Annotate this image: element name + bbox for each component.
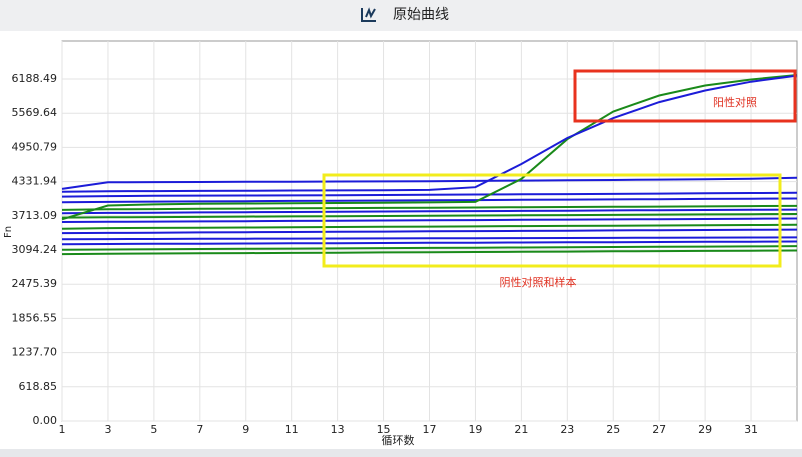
y-tick-label: 3094.24 <box>12 243 58 256</box>
y-tick-label: 3713.09 <box>12 209 58 222</box>
chart-title: 原始曲线 <box>393 7 449 23</box>
y-tick-label: 1856.55 <box>12 311 58 324</box>
x-tick-label: 7 <box>196 423 203 436</box>
x-tick-label: 13 <box>331 423 345 436</box>
x-tick-label: 27 <box>652 423 666 436</box>
series-line <box>61 197 798 204</box>
x-axis-label: 循环数 <box>382 434 415 447</box>
header-bar <box>0 0 802 31</box>
chart-icon <box>361 7 376 22</box>
x-tick-label: 5 <box>150 423 157 436</box>
x-tick-label: 9 <box>242 423 249 436</box>
series-line <box>61 74 798 221</box>
series-line <box>61 208 798 215</box>
x-tick-label: 31 <box>744 423 758 436</box>
series-line <box>61 240 798 246</box>
series-line <box>61 223 798 230</box>
lines <box>61 74 798 256</box>
x-tick-label: 23 <box>560 423 574 436</box>
annotation: 阳性对照 <box>713 95 757 109</box>
series-line <box>61 217 798 223</box>
x-tick-label: 1 <box>59 423 66 436</box>
series-line <box>61 204 798 211</box>
x-tick-label: 17 <box>423 423 437 436</box>
y-tick-label: 0.00 <box>33 414 58 427</box>
y-tick-label: 5569.64 <box>12 106 58 119</box>
x-tick-label: 19 <box>468 423 482 436</box>
y-tick-label: 2475.39 <box>12 277 58 290</box>
y-tick-label: 4331.94 <box>12 175 58 188</box>
series-line <box>61 191 798 198</box>
series-line <box>61 228 798 235</box>
y-tick-label: 1237.70 <box>12 346 58 359</box>
annotation-box <box>573 69 797 123</box>
x-tick-label: 21 <box>514 423 528 436</box>
x-tick-label: 29 <box>698 423 712 436</box>
annotation: 阴性对照和样本 <box>500 275 577 289</box>
series-line <box>61 236 798 241</box>
x-tick-label: 15 <box>377 423 391 436</box>
annotation-box <box>322 173 782 268</box>
series-line <box>61 245 798 251</box>
series-line <box>61 74 798 193</box>
y-tick-label: 6188.49 <box>12 72 58 85</box>
x-tick-label: 11 <box>285 423 299 436</box>
series-line <box>61 176 798 190</box>
footer-bar <box>0 449 802 457</box>
y-axis-label: Fn <box>3 226 14 238</box>
y-tick-label: 618.85 <box>19 380 58 393</box>
x-tick-label: 3 <box>104 423 111 436</box>
x-tick-label: 25 <box>606 423 620 436</box>
series-line <box>61 249 798 256</box>
y-tick-label: 4950.79 <box>12 140 58 153</box>
series-line <box>61 213 798 219</box>
